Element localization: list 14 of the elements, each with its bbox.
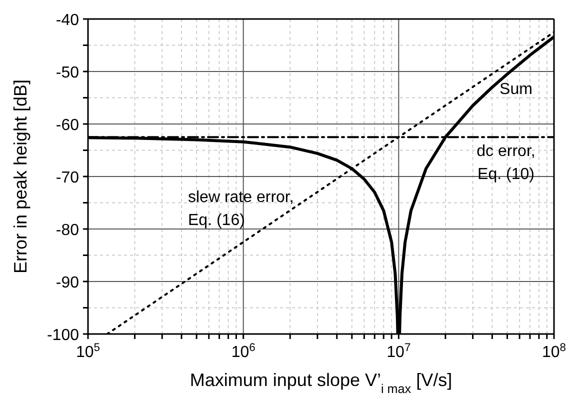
x-tick-label: 10$^{8}$ (542, 342, 566, 361)
x-tick-label: 10$^{5}$ (76, 342, 100, 361)
x-tick-label: 10$^{6}$ (231, 342, 256, 361)
x-axis-title: Maximum input slope V’$_{i max}$ [V/s] (190, 370, 452, 396)
y-tick-label: -80 (56, 222, 80, 239)
x-tick-label: 10$^{7}$ (386, 342, 411, 361)
y-tick-label: -70 (56, 170, 80, 186)
annotation: Sum (500, 81, 532, 98)
y-tick-label: -40 (56, 12, 80, 29)
y-tick-label: -100 (46, 327, 80, 344)
y-tick-label: -50 (56, 64, 80, 82)
y-tick-label: -60 (56, 117, 80, 134)
y-tick-label: -90 (56, 274, 80, 292)
y-axis-title: Error in peak height [dB] (10, 79, 30, 274)
